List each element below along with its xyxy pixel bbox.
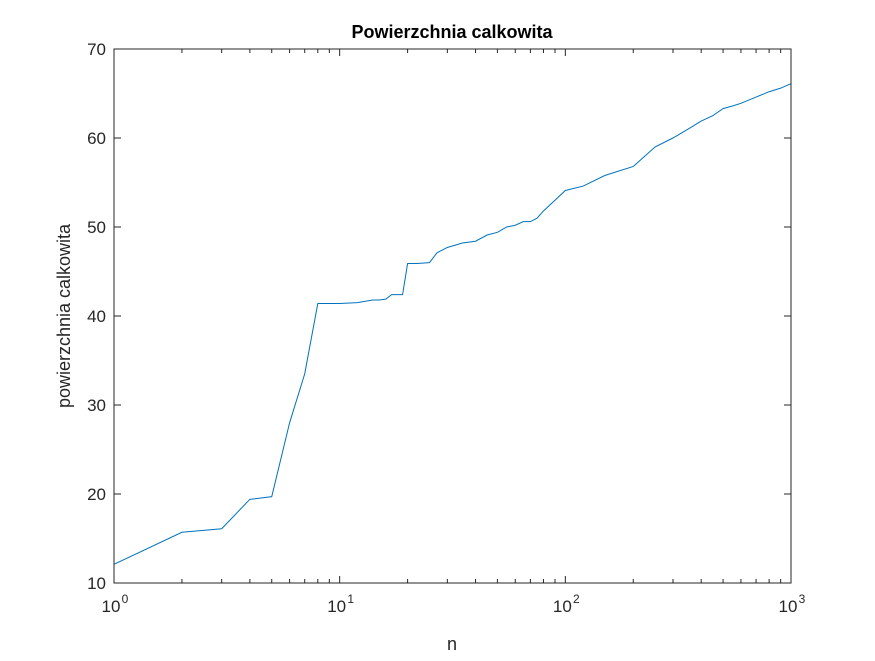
y-axis-label: powierzchnia calkowita [54,223,74,408]
y-tick-label: 50 [87,218,106,237]
x-tick-exponent: 3 [799,592,806,606]
x-tick-label: 10 [327,597,346,616]
x-tick-exponent: 0 [122,592,129,606]
y-tick-label: 60 [87,129,106,148]
x-tick-exponent: 1 [347,592,354,606]
plot-area [114,49,791,583]
x-axis-label: n [447,634,457,654]
y-tick-label: 10 [87,574,106,593]
x-tick-label: 10 [102,597,121,616]
chart-title: Powierzchnia calkowita [351,22,553,42]
x-tick-label: 10 [779,597,798,616]
plot-frame [113,48,792,584]
x-tick-label: 10 [553,597,572,616]
y-tick-label: 20 [87,485,106,504]
y-tick-label: 30 [87,396,106,415]
y-tick-label: 70 [87,40,106,59]
x-tick-exponent: 2 [573,592,580,606]
series-line [113,83,792,565]
y-tick-label: 40 [87,307,106,326]
